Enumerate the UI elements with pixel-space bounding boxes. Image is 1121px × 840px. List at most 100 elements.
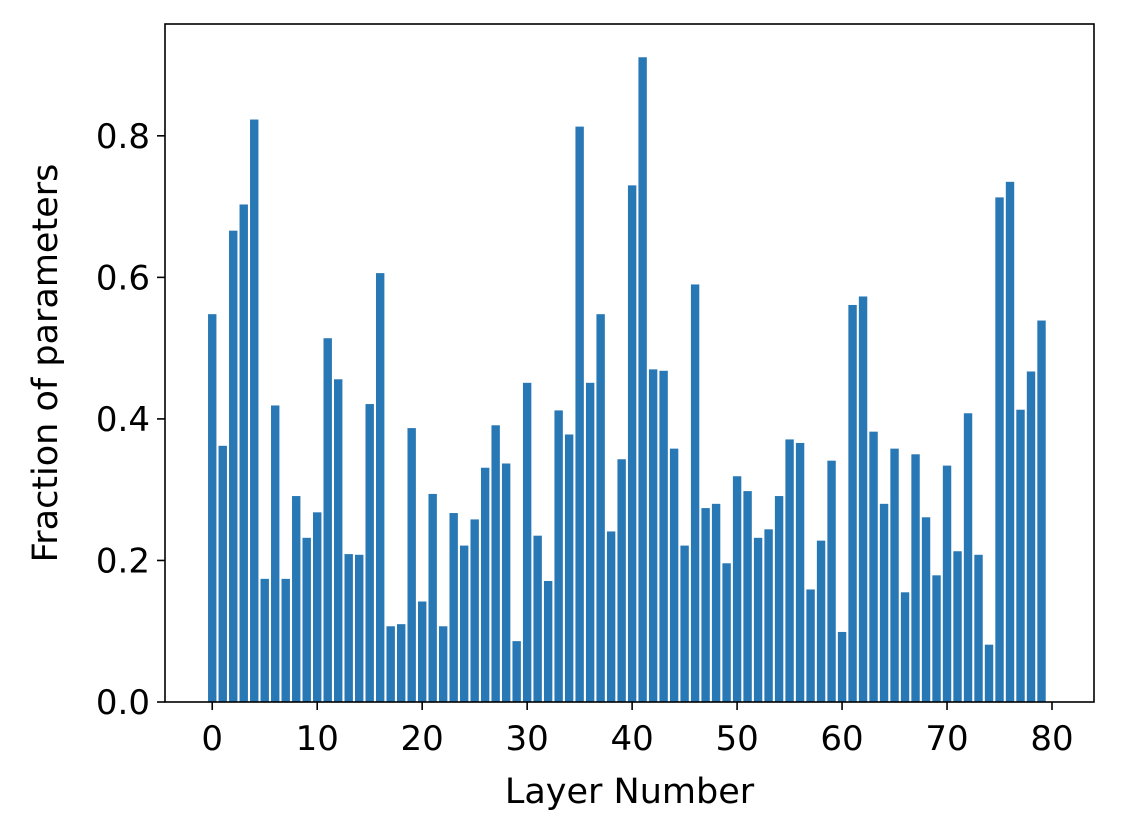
bar-layer-20 — [417, 601, 427, 702]
bar-layer-23 — [449, 513, 458, 702]
bar-layer-2 — [229, 230, 238, 702]
bar-layer-38 — [606, 531, 616, 702]
bar-layer-13 — [344, 554, 353, 702]
bar-layer-54 — [774, 496, 784, 702]
bar-layer-74 — [984, 644, 994, 702]
bar-layer-39 — [617, 459, 626, 702]
bar-layer-78 — [1026, 371, 1036, 702]
bar-layer-63 — [869, 431, 878, 702]
bar-layer-31 — [533, 535, 542, 702]
x-tick-label: 30 — [506, 719, 549, 759]
y-axis-title: Fraction of parameters — [26, 164, 66, 563]
bar-layer-34 — [564, 434, 574, 702]
bar-layer-65 — [890, 448, 899, 702]
bar-layer-49 — [722, 563, 731, 702]
bar-layer-11 — [323, 338, 332, 702]
bar-layer-5 — [260, 578, 269, 702]
bar-layer-22 — [438, 626, 448, 702]
bar-layer-75 — [995, 197, 1004, 702]
bar-layer-56 — [795, 442, 805, 702]
bar-layer-36 — [585, 382, 595, 702]
bars-group — [208, 57, 1046, 703]
bar-layer-48 — [711, 503, 721, 702]
bar-layer-71 — [953, 551, 962, 702]
bar-layer-0 — [208, 314, 217, 702]
bar-layer-53 — [764, 529, 773, 702]
bar-layer-29 — [512, 641, 521, 702]
bar-layer-41 — [638, 57, 647, 702]
x-tick-label: 80 — [1030, 719, 1073, 759]
bar-layer-6 — [271, 405, 280, 702]
bar-layer-19 — [407, 428, 416, 702]
bar-layer-27 — [491, 425, 500, 702]
bar-layer-58 — [816, 540, 826, 702]
x-tick-label: 40 — [610, 719, 653, 759]
bar-layer-51 — [743, 491, 752, 702]
bar-layer-28 — [501, 463, 511, 702]
x-tick-label: 60 — [820, 719, 863, 759]
bar-layer-57 — [806, 589, 815, 702]
bar-layer-10 — [313, 512, 322, 702]
y-tick-label: 0.4 — [96, 400, 150, 440]
bar-layer-61 — [848, 304, 857, 702]
bar-layer-8 — [292, 496, 301, 702]
bar-layer-68 — [921, 517, 931, 702]
bar-layer-18 — [396, 624, 406, 702]
bar-layer-1 — [218, 445, 227, 702]
y-axis-ticks: 0.0 0.2 0.4 0.6 0.8 — [96, 117, 165, 723]
bar-layer-26 — [480, 467, 490, 702]
bar-layer-55 — [785, 439, 794, 702]
bar-layer-30 — [522, 382, 532, 702]
bar-layer-73 — [974, 554, 983, 702]
bar-layer-43 — [659, 370, 668, 702]
bar-layer-76 — [1005, 181, 1015, 702]
bar-layer-70 — [942, 465, 952, 702]
x-tick-label: 50 — [715, 719, 758, 759]
bar-layer-46 — [690, 284, 700, 702]
x-tick-label: 0 — [201, 719, 223, 759]
bar-layer-16 — [375, 273, 385, 702]
bar-layer-47 — [701, 508, 710, 702]
bar-layer-60 — [837, 631, 847, 702]
bar-layer-7 — [281, 578, 290, 702]
x-tick-label: 10 — [296, 719, 339, 759]
bar-layer-40 — [627, 185, 637, 703]
plot-frame — [164, 23, 1095, 703]
x-axis-title: Layer Number — [505, 772, 755, 812]
bar-layer-42 — [648, 369, 658, 702]
x-tick-label: 70 — [925, 719, 968, 759]
x-axis-ticks: 0 10 20 30 40 50 60 70 80 — [201, 702, 1074, 759]
bar-layer-52 — [753, 537, 763, 702]
bar-layer-12 — [334, 379, 343, 702]
y-tick-label: 0.8 — [96, 117, 150, 157]
bar-layer-17 — [386, 626, 395, 702]
x-tick-label: 20 — [401, 719, 444, 759]
bar-layer-72 — [963, 413, 973, 702]
y-tick-label: 0.0 — [96, 683, 150, 723]
y-tick-label: 0.2 — [96, 541, 150, 581]
bar-layer-79 — [1037, 320, 1046, 702]
bar-layer-33 — [554, 410, 563, 702]
bar-layer-44 — [669, 448, 679, 702]
bar-layer-14 — [355, 554, 364, 702]
bar-layer-25 — [470, 519, 479, 702]
bar-layer-69 — [932, 575, 941, 702]
bar-layer-35 — [575, 126, 584, 703]
bar-layer-45 — [680, 545, 689, 702]
bar-layer-15 — [365, 404, 374, 702]
bar-layer-37 — [596, 314, 605, 702]
bar-layer-59 — [827, 460, 836, 702]
bar-layer-67 — [911, 454, 920, 702]
bar-layer-9 — [302, 537, 311, 702]
bar-layer-32 — [543, 580, 553, 702]
bar-layer-4 — [250, 119, 259, 703]
bar-layer-21 — [428, 493, 437, 702]
bar-layer-66 — [900, 592, 910, 702]
y-tick-label: 0.6 — [96, 258, 150, 298]
bar-layer-24 — [459, 545, 469, 702]
bar-layer-3 — [239, 204, 248, 702]
bar-layer-77 — [1016, 409, 1025, 702]
bar-layer-50 — [732, 476, 742, 702]
